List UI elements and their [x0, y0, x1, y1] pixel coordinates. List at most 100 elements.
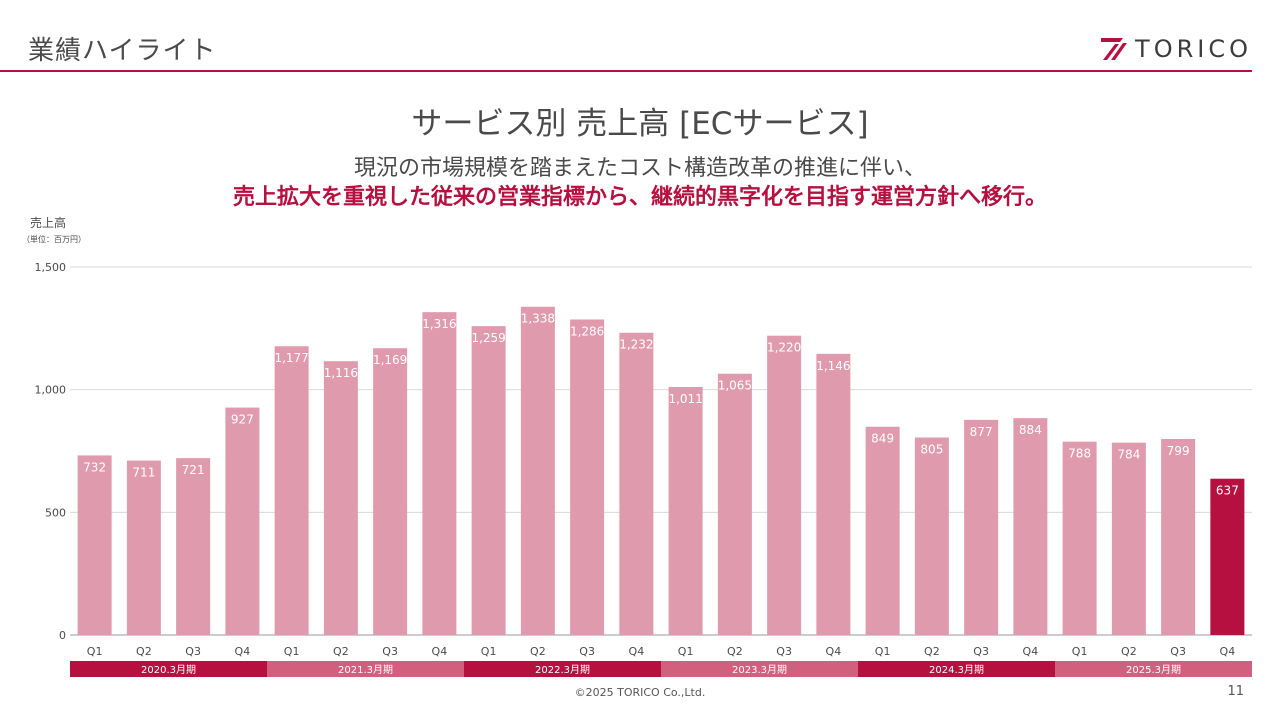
x-tick-label: Q2 [924, 645, 940, 658]
bar [619, 332, 654, 635]
period-label: 2022.3月期 [535, 664, 590, 676]
data-label: 1,316 [422, 317, 456, 331]
period-band [661, 661, 858, 677]
x-tick-label: Q2 [727, 645, 743, 658]
x-tick-label: Q2 [333, 645, 349, 658]
x-tick-label: Q3 [776, 645, 792, 658]
data-label: 1,011 [668, 392, 702, 406]
page-number: 11 [1227, 684, 1244, 699]
data-label: 805 [920, 443, 943, 457]
bar [176, 458, 211, 635]
bar [914, 437, 949, 635]
x-tick-label: Q3 [579, 645, 595, 658]
x-tick-label: Q4 [235, 645, 251, 658]
bar [471, 326, 506, 635]
data-label: 1,177 [274, 351, 308, 365]
unit-label: （単位：百万円） [22, 235, 86, 244]
bar [274, 346, 309, 635]
data-label: 788 [1068, 447, 1091, 461]
data-label: 1,146 [816, 359, 850, 373]
period-band [464, 661, 661, 677]
period-band [70, 661, 267, 677]
bar [520, 306, 555, 635]
bar [1210, 478, 1245, 635]
x-tick-label: Q1 [1072, 645, 1088, 658]
message-line-1: 現況の市場規模を踏まえたコスト構造改革の推進に伴い、 [353, 156, 926, 181]
bar [126, 460, 161, 635]
period-band [858, 661, 1055, 677]
y-tick-label: 0 [59, 629, 66, 642]
logo-text: TORICO [1135, 35, 1252, 63]
bar [570, 319, 605, 635]
x-tick-label: Q1 [875, 645, 891, 658]
data-label: 1,338 [521, 312, 555, 326]
data-label: 711 [132, 466, 155, 480]
x-tick-label: Q3 [973, 645, 989, 658]
data-label: 877 [970, 425, 993, 439]
data-label: 1,169 [373, 353, 407, 367]
y-tick-label: 1,500 [35, 261, 67, 274]
torico-logo-icon [1101, 38, 1128, 60]
x-tick-label: Q4 [1023, 645, 1039, 658]
bar [865, 426, 900, 635]
torico-logo: TORICO [1101, 35, 1252, 63]
data-label: 927 [231, 413, 254, 427]
data-label: 721 [182, 463, 205, 477]
x-tick-label: Q4 [432, 645, 448, 658]
bar [422, 312, 457, 635]
bar [767, 335, 802, 635]
bar [1161, 438, 1196, 635]
period-label: 2020.3月期 [141, 664, 196, 676]
y-tick-label: 1,000 [35, 384, 67, 397]
data-label: 784 [1117, 448, 1140, 462]
period-label: 2025.3月期 [1126, 664, 1181, 676]
x-tick-label: Q3 [382, 645, 398, 658]
data-label: 637 [1216, 484, 1239, 498]
bar [964, 419, 999, 635]
period-label: 2021.3月期 [338, 664, 393, 676]
x-tick-label: Q1 [678, 645, 694, 658]
x-tick-label: Q3 [1170, 645, 1186, 658]
bar [1111, 442, 1146, 635]
data-label: 1,232 [619, 338, 653, 352]
x-tick-label: Q1 [284, 645, 300, 658]
x-tick-label: Q4 [826, 645, 842, 658]
data-label: 884 [1019, 423, 1042, 437]
period-band [1055, 661, 1252, 677]
bar [323, 361, 358, 635]
y-axis-label: 売上高 [30, 216, 67, 230]
x-tick-label: Q1 [481, 645, 497, 658]
bar [1062, 441, 1097, 635]
data-label: 1,259 [471, 331, 505, 345]
x-tick-label: Q2 [530, 645, 546, 658]
bar [816, 353, 851, 635]
period-band [267, 661, 464, 677]
bar [225, 407, 260, 635]
x-tick-label: Q4 [1220, 645, 1236, 658]
header-rule [0, 70, 1252, 72]
period-label: 2024.3月期 [929, 664, 984, 676]
bar [77, 455, 112, 635]
data-label: 1,065 [718, 379, 752, 393]
bar [668, 386, 703, 635]
x-tick-label: Q2 [1121, 645, 1137, 658]
data-label: 799 [1167, 444, 1190, 458]
bar [1013, 418, 1048, 635]
x-tick-label: Q3 [185, 645, 201, 658]
data-label: 732 [83, 460, 106, 474]
x-tick-label: Q1 [87, 645, 103, 658]
period-label: 2023.3月期 [732, 664, 787, 676]
x-tick-label: Q2 [136, 645, 152, 658]
data-label: 1,116 [324, 366, 358, 380]
y-tick-label: 500 [45, 506, 66, 519]
bar [717, 373, 752, 635]
copyright: ©2025 TORICO Co.,Ltd. [574, 686, 706, 699]
x-tick-label: Q4 [629, 645, 645, 658]
bar [373, 348, 408, 635]
data-label: 1,220 [767, 341, 801, 355]
data-label: 1,286 [570, 325, 604, 339]
page-title: 業績ハイライト [28, 36, 217, 66]
message-line-2: 売上拡大を重視した従来の営業指標から、継続的黒字化を目指す運営方針へ移行。 [232, 185, 1047, 210]
data-label: 849 [871, 432, 894, 446]
